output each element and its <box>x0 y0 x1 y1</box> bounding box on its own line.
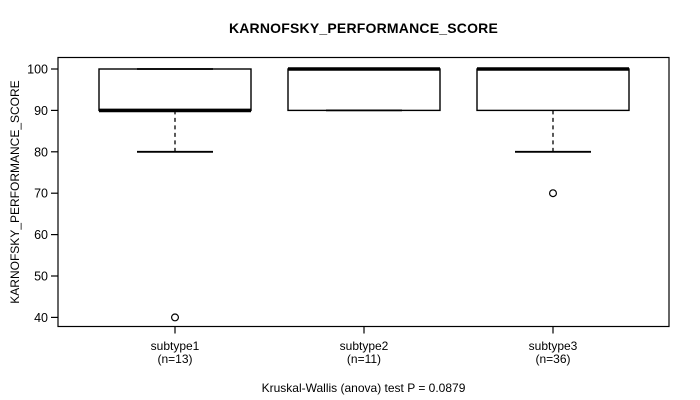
y-tick-label: 60 <box>34 228 48 242</box>
iqr-box <box>476 68 630 112</box>
x-axis-category: subtype2 <box>339 339 389 353</box>
outlier-point <box>548 189 557 198</box>
y-tick-label: 50 <box>34 270 48 284</box>
y-tick-label: 80 <box>34 145 48 159</box>
x-axis-label-subtype3: subtype3 (n=36) <box>473 340 633 366</box>
y-tick-label: 70 <box>34 187 48 201</box>
y-tick-label: 100 <box>27 63 48 77</box>
y-tick-label: 40 <box>34 311 48 325</box>
y-tick-label: 90 <box>34 104 48 118</box>
iqr-box <box>287 68 441 112</box>
chart-title: KARNOFSKY_PERFORMANCE_SCORE <box>228 20 499 36</box>
x-axis-sample-size: (n=11) <box>346 352 382 366</box>
x-axis-sample-size: (n=13) <box>157 352 193 366</box>
x-axis-sample-size: (n=36) <box>535 352 571 366</box>
x-axis-label-subtype2: subtype2 (n=11) <box>284 340 444 366</box>
iqr-box <box>98 68 252 112</box>
x-axis-label-subtype1: subtype1 (n=13) <box>95 340 255 366</box>
stat-annotation: Kruskal-Wallis (anova) test P = 0.0879 <box>261 381 466 395</box>
x-axis-category: subtype3 <box>528 339 578 353</box>
outlier-point <box>171 313 180 322</box>
x-axis-category: subtype1 <box>150 339 200 353</box>
